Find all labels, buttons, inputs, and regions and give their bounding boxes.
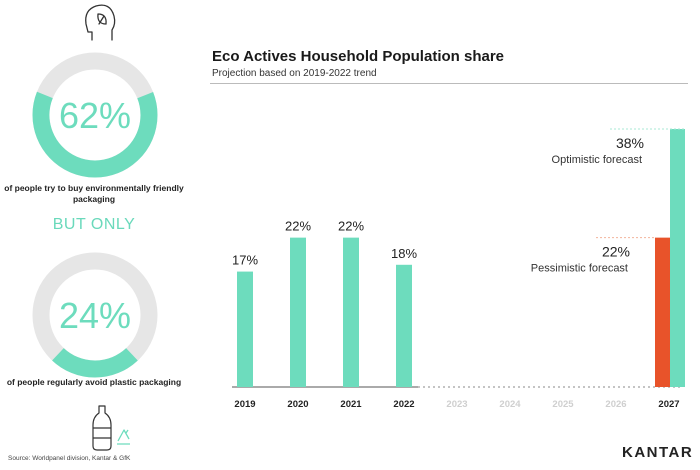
bottle-ribs: [93, 427, 111, 439]
x-tick-2019: 2019: [234, 399, 255, 410]
recycle-arrow-shapes: [117, 429, 130, 445]
x-tick-2021: 2021: [340, 399, 362, 410]
bar-label-2021: 22%: [338, 219, 364, 234]
chart-subtitle: Projection based on 2019-2022 trend: [212, 68, 377, 79]
bar-pessimistic-forecast: [655, 237, 670, 387]
leaf-vein: [98, 15, 105, 25]
title-divider: [210, 83, 688, 84]
x-tick-2022: 2022: [393, 399, 414, 410]
leaf-shape: [97, 13, 107, 25]
chart-title: Eco Actives Household Population share: [212, 48, 505, 65]
stat1-ring-fill: [32, 52, 158, 178]
x-tick-2025: 2025: [552, 399, 574, 410]
stat2-ring-fill: [32, 252, 158, 378]
x-tick-2026: 2026: [605, 399, 626, 410]
bar-2021: [343, 237, 359, 387]
head-leaf-icon: [85, 4, 116, 41]
x-tick-2024: 2024: [499, 399, 521, 410]
bar-2022: [396, 264, 412, 387]
head-outline: [85, 4, 116, 41]
pessimistic-name-label: Pessimistic forecast: [531, 263, 628, 275]
pessimistic-value-label: 22%: [602, 244, 630, 260]
optimistic-name-label: Optimistic forecast: [552, 154, 642, 166]
bottle-recycle-icon: [92, 405, 112, 451]
bottle-outline: [92, 405, 112, 451]
optimistic-value-label: 38%: [616, 135, 644, 151]
bar-label-2019: 17%: [232, 253, 258, 268]
brand-logo: KANTAR: [622, 444, 694, 461]
stat2-caption: of people regularly avoid plastic packag…: [6, 377, 182, 387]
source-note: Source: Worldpanel division, Kantar & Gf…: [8, 455, 131, 462]
bar-2019: [237, 271, 253, 387]
but-only-text: BUT ONLY: [52, 216, 136, 233]
bar-2020: [290, 237, 306, 387]
stat1-value: 62%: [59, 95, 131, 136]
x-tick-2023: 2023: [446, 399, 467, 410]
bar-optimistic-forecast: [670, 129, 685, 387]
bar-label-2020: 22%: [285, 219, 311, 234]
recycle-arrows-icon: [117, 429, 130, 445]
x-tick-2020: 2020: [287, 399, 308, 410]
stat1-caption: of people try to buy environmentally fri…: [4, 183, 184, 204]
left-panel: of people try to buy environmentally fri…: [0, 0, 185, 470]
stat2-value: 24%: [59, 295, 131, 336]
x-tick-2027: 2027: [658, 399, 679, 410]
bar-label-2022: 18%: [391, 246, 417, 261]
